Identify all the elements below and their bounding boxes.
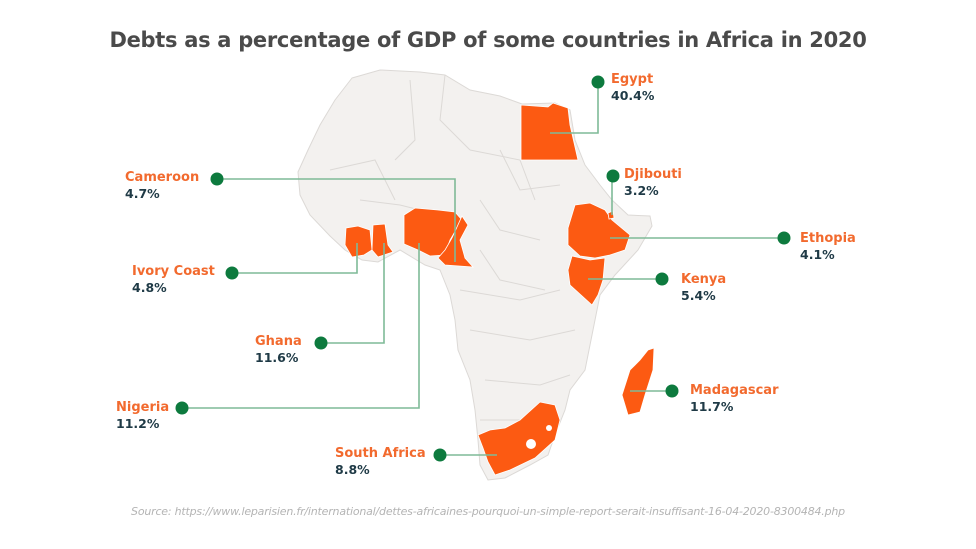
leader-line-nigeria (182, 243, 420, 409)
source-citation: Source: https://www.leparisien.fr/intern… (131, 505, 845, 518)
label-cameroon: Cameroon 4.7% (125, 170, 199, 202)
label-ivory-coast: Ivory Coast 4.8% (132, 264, 215, 296)
marker-ghana[interactable] (314, 336, 328, 350)
label-kenya: Kenya 5.4% (681, 272, 726, 304)
label-nigeria: Nigeria 11.2% (116, 400, 169, 432)
country-value: 11.2% (116, 416, 160, 432)
marker-djibouti[interactable] (606, 169, 620, 183)
leader-line-ghana (321, 243, 385, 344)
country-value: 11.7% (690, 399, 734, 415)
eswatini-hole (546, 425, 552, 431)
marker-nigeria[interactable] (175, 401, 189, 415)
label-south-africa: South Africa 8.8% (335, 446, 426, 478)
label-djibouti: Djibouti 3.2% (624, 167, 682, 199)
country-value: 8.8% (335, 462, 370, 478)
country-name: Madagascar (690, 383, 779, 398)
country-value: 4.1% (800, 247, 835, 263)
country-value: 3.2% (624, 183, 659, 199)
country-value: 11.6% (255, 350, 299, 366)
lesotho-hole (526, 439, 536, 449)
marker-kenya[interactable] (655, 272, 669, 286)
country-shape-egypt (520, 102, 579, 161)
country-borders (329, 74, 576, 421)
country-value: 5.4% (681, 288, 716, 304)
country-name: Ivory Coast (132, 264, 215, 279)
country-shape-kenya (567, 255, 606, 306)
country-name: Ghana (255, 334, 302, 349)
marker-south-africa[interactable] (433, 448, 447, 462)
label-ghana: Ghana 11.6% (255, 334, 302, 366)
marker-madagascar[interactable] (665, 384, 679, 398)
country-shape-south-africa (477, 401, 561, 476)
leader-line-cameroon (217, 178, 456, 262)
label-madagascar: Madagascar 11.7% (690, 383, 779, 415)
country-name: Kenya (681, 272, 727, 287)
country-name: Ethopia (800, 231, 856, 246)
country-shape-ethiopia (567, 202, 631, 259)
country-value: 40.4% (611, 88, 655, 104)
label-ethiopia: Ethopia 4.1% (800, 231, 856, 263)
country-name: South Africa (335, 446, 426, 461)
leader-line-egypt (550, 82, 599, 134)
country-shape-ivory-coast (344, 225, 373, 258)
marker-ethiopia[interactable] (777, 231, 791, 245)
markers (175, 75, 791, 462)
country-value: 4.8% (132, 280, 167, 296)
country-name: Djibouti (624, 167, 682, 182)
country-shape-madagascar (621, 347, 655, 416)
country-name: Cameroon (125, 170, 200, 185)
marker-egypt[interactable] (591, 75, 605, 89)
country-name: Egypt (611, 72, 654, 87)
leader-lines (182, 82, 784, 456)
label-egypt: Egypt 40.4% (611, 72, 654, 104)
country-shape-ghana (371, 223, 394, 258)
leader-line-ivory-coast (232, 243, 358, 274)
marker-ivory-coast[interactable] (225, 266, 239, 280)
country-value: 4.7% (125, 186, 160, 202)
chart-title: Debts as a percentage of GDP of some cou… (109, 28, 867, 52)
marker-cameroon[interactable] (210, 172, 224, 186)
country-name: Nigeria (116, 400, 170, 415)
